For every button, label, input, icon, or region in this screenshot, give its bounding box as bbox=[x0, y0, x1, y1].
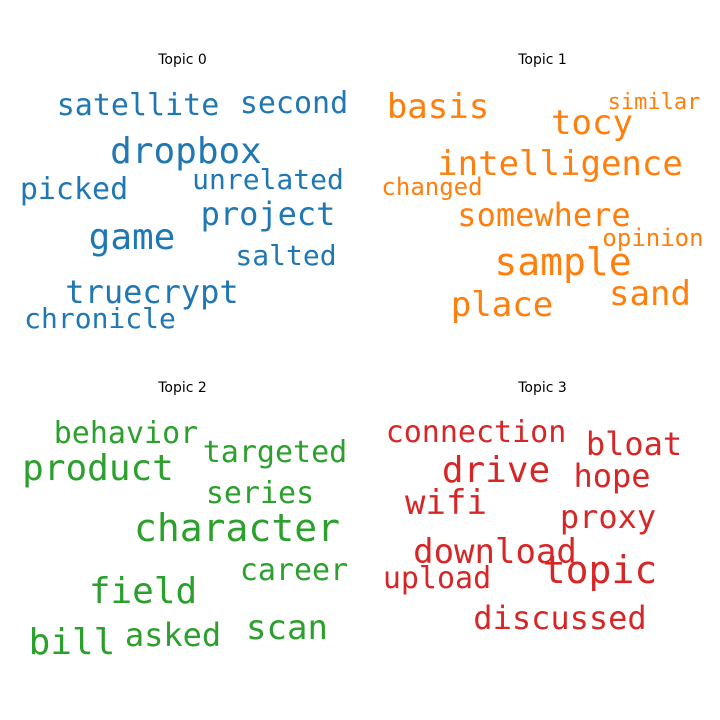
topic-title: Topic 2 bbox=[158, 380, 207, 396]
word-truecrypt: truecrypt bbox=[65, 273, 239, 311]
word-series: series bbox=[205, 476, 315, 511]
word-discussed: discussed bbox=[473, 599, 647, 637]
topic-panel-0: Topic 0 dropbox game project truecrypt satell… bbox=[10, 52, 355, 342]
word-intelligence: intelligence bbox=[437, 144, 683, 184]
topic-title: Topic 3 bbox=[518, 380, 567, 396]
word-asked: asked bbox=[124, 616, 222, 654]
word-topic: topic bbox=[542, 548, 658, 592]
topic-panel-3: Topic 3 topic drive download discussed connec… bbox=[370, 380, 715, 670]
word-scan: scan bbox=[246, 608, 328, 648]
word-connection: connection bbox=[385, 415, 567, 450]
word-similar: similar bbox=[607, 90, 701, 115]
word-wifi: wifi bbox=[405, 483, 487, 523]
word-dropbox: dropbox bbox=[110, 131, 262, 172]
word-salted: salted bbox=[235, 239, 337, 272]
word-game: game bbox=[88, 217, 176, 258]
word-opinion: opinion bbox=[602, 224, 704, 252]
word-second: second bbox=[239, 86, 349, 121]
word-career: career bbox=[239, 553, 349, 588]
word-proxy: proxy bbox=[559, 498, 657, 536]
word-place: place bbox=[450, 285, 554, 325]
word-chronicle: chronicle bbox=[24, 302, 176, 335]
word-behavior: behavior bbox=[53, 416, 199, 451]
word-sand: sand bbox=[609, 274, 691, 314]
topic-title: Topic 1 bbox=[518, 52, 567, 68]
word-targeted: targeted bbox=[202, 435, 348, 470]
word-hope: hope bbox=[573, 457, 651, 495]
word-field: field bbox=[88, 571, 198, 612]
word-bloat: bloat bbox=[585, 425, 683, 463]
word-download: download bbox=[413, 532, 577, 572]
word-sample: sample bbox=[494, 240, 632, 284]
word-project: project bbox=[200, 195, 336, 233]
word-upload: upload bbox=[382, 561, 492, 596]
word-somewhere: somewhere bbox=[457, 196, 631, 234]
topic-panel-1: Topic 1 intelligence sample somewhere basis t… bbox=[370, 52, 715, 342]
word-picked: picked bbox=[19, 172, 129, 207]
word-product: product bbox=[22, 448, 174, 489]
word-changed: changed bbox=[381, 173, 483, 201]
word-satellite: satellite bbox=[56, 88, 220, 123]
topic-panel-2: Topic 2 character product field behavior targ… bbox=[10, 380, 355, 670]
word-basis: basis bbox=[386, 87, 490, 127]
word-bill: bill bbox=[28, 622, 116, 663]
topic-title: Topic 0 bbox=[158, 52, 207, 68]
word-character: character bbox=[134, 506, 340, 550]
word-unrelated: unrelated bbox=[192, 163, 344, 196]
word-tocy: tocy bbox=[551, 103, 633, 143]
word-drive: drive bbox=[441, 450, 551, 491]
